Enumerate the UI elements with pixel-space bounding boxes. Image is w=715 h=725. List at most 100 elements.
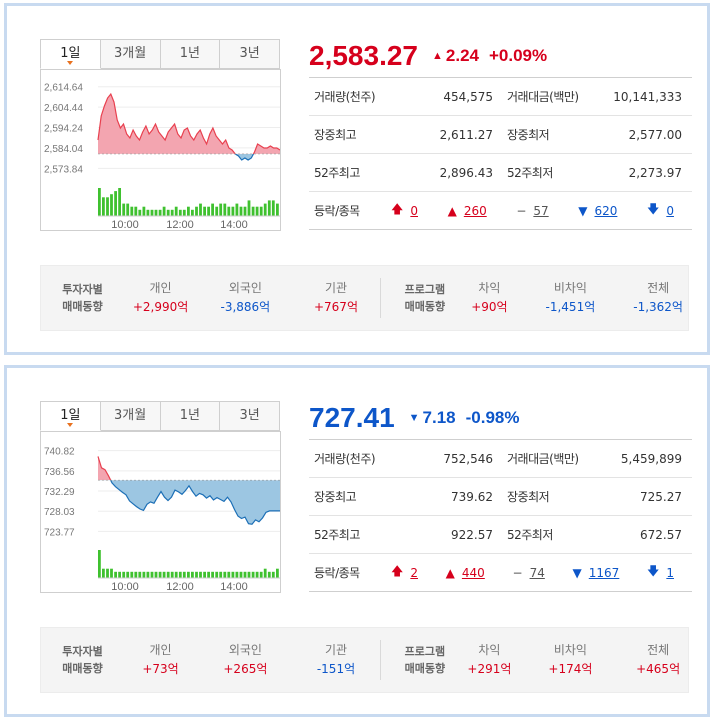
kosdaq-index-panel: 1일 3개월 1년 3년 740.82 736.56 732.29 728.03 723… (4, 365, 710, 717)
volume-bar (276, 568, 279, 578)
breadth-count-link[interactable]: 57 (533, 203, 549, 218)
breadth-item[interactable]: ▼ 620 (578, 200, 617, 221)
series-line-down (109, 480, 280, 525)
volume-bar (203, 206, 206, 216)
breadth-label: 등락/종목 (314, 566, 360, 580)
volume-bar (102, 197, 105, 216)
stats-label: 거래량(천주) (314, 452, 376, 466)
breadth-count-link[interactable]: 1167 (588, 565, 620, 580)
volume-bar (231, 571, 235, 578)
stats-value: 454,575 (443, 89, 493, 104)
volume-bar (239, 206, 243, 216)
stats-value: 2,273.97 (628, 165, 682, 180)
tab-3m[interactable]: 3개월 (100, 401, 161, 431)
y-tick-label: 2,573.84 (44, 164, 83, 175)
volume-bar (235, 571, 239, 578)
breadth-count-link[interactable]: 0 (410, 203, 418, 218)
breadth-count-link[interactable]: 0 (666, 203, 674, 218)
volume-bar (138, 209, 142, 216)
breadth-item[interactable]: 🡅 0 (391, 200, 418, 221)
breadth-item[interactable]: ▼ 1167 (573, 562, 620, 583)
volume-bar (231, 206, 235, 216)
stats-row: 거래량(천주) 752,546 거래대금(백만) 5,459,899 (309, 440, 692, 478)
volume-bar (154, 571, 158, 578)
tab-1y[interactable]: 1년 (160, 39, 221, 69)
investor-flow-caption: 투자자별 매매동향 (62, 645, 103, 675)
breadth-item[interactable]: 🡅 2 (391, 562, 418, 583)
tab-3y[interactable]: 3년 (220, 39, 280, 69)
volume-bar (191, 209, 194, 216)
stats-label: 52주최저 (507, 166, 553, 180)
flow-institution: 기관 +767억 (313, 281, 358, 314)
flow-arbitrage: 차익 +291억 (467, 643, 512, 676)
arrow-up-icon: 🡅 (391, 564, 404, 578)
volume-bar (219, 571, 223, 578)
index-quote: 727.41 ▼ 7.18 -0.98% (309, 398, 693, 438)
arrow-down-icon: 🡇 (647, 564, 660, 578)
y-tick-label: 740.82 (44, 447, 75, 458)
flow-individual: 개인 +2,990억 (132, 281, 189, 314)
volume-bar (259, 571, 263, 578)
breadth-count-link[interactable]: 1 (666, 565, 674, 580)
volume-bar (227, 206, 231, 216)
index-quote: 2,583.27 ▲ 2.24 +0.09% (309, 36, 693, 76)
tab-3y[interactable]: 3년 (220, 401, 280, 431)
volume-bar (178, 571, 182, 578)
breadth-item[interactable]: ▲ 260 (448, 200, 487, 221)
volume-bar (199, 571, 202, 578)
stats-row: 52주최고 922.57 52주최저 672.57 (309, 516, 692, 554)
volume-bar (146, 571, 150, 578)
breadth-count-link[interactable]: 74 (529, 565, 545, 580)
stats-label: 장중최저 (507, 128, 550, 142)
volume-bar (110, 568, 113, 578)
x-tick-label: 14:00 (220, 219, 248, 230)
flow-foreign: 외국인 +265억 (223, 643, 268, 676)
breadth-item[interactable]: ▲ 440 (446, 562, 485, 583)
tab-1y[interactable]: 1년 (160, 401, 221, 431)
intraday-chart-svg: 740.82 736.56 732.29 728.03 723.77 10:00 12:00… (44, 447, 280, 592)
area-above-baseline (98, 94, 280, 154)
breadth-count-link[interactable]: 620 (594, 203, 618, 218)
breadth-count-link[interactable]: 260 (463, 203, 487, 218)
stats-table: 거래량(천주) 752,546 거래대금(백만) 5,459,899 장중최고 … (309, 439, 692, 592)
volume-bar (170, 209, 174, 216)
flow-individual: 개인 +73억 (142, 643, 179, 676)
volume-bar (227, 571, 231, 578)
breadth-count-link[interactable]: 440 (461, 565, 485, 580)
dash-icon: − (512, 565, 523, 580)
volume-bar (106, 568, 109, 578)
breadth-item[interactable]: −57 (516, 200, 548, 221)
tab-1d[interactable]: 1일 (40, 401, 101, 431)
volume-bar (126, 203, 130, 216)
volume-bar (195, 206, 198, 216)
volume-bar (134, 206, 138, 216)
volume-bar (142, 206, 146, 216)
breadth-item[interactable]: 🡇 1 (647, 562, 674, 583)
tab-3m[interactable]: 3개월 (100, 39, 161, 69)
volume-bar (263, 203, 267, 216)
volume-bar (263, 568, 267, 578)
flow-arbitrage: 차익 +90억 (471, 281, 508, 314)
tab-1d[interactable]: 1일 (40, 39, 101, 69)
stats-value: 2,611.27 (439, 127, 493, 142)
stats-row: 거래량(천주) 454,575 거래대금(백만) 10,141,333 (309, 78, 692, 116)
breadth-row: 등락/종목 🡅 0 ▲ 260−57 ▼ 620 🡇 0 (309, 192, 692, 230)
price-change: 7.18 (422, 408, 456, 427)
breadth-count-link[interactable]: 2 (410, 565, 418, 580)
volume-bar (118, 188, 121, 216)
flow-divider (380, 640, 382, 680)
volume-bar (267, 571, 271, 578)
breadth-items: 🡅 0 ▲ 260 −57 ▼ 620 🡇 0 (391, 200, 692, 221)
volume-bar (166, 209, 170, 216)
volume-bar (223, 571, 227, 578)
stats-value: 672.57 (640, 527, 682, 542)
series-line-up (97, 92, 280, 154)
breadth-item[interactable]: −74 (513, 562, 545, 583)
x-tick-label: 12:00 (166, 219, 194, 230)
volume-bar (102, 568, 105, 578)
flow-non-arbitrage: 비차익 -1,451억 (545, 281, 596, 314)
flow-divider (380, 278, 382, 318)
triangle-up-icon: ▲ (447, 203, 457, 218)
breadth-item[interactable]: 🡇 0 (647, 200, 674, 221)
stats-value: 5,459,899 (620, 451, 682, 466)
